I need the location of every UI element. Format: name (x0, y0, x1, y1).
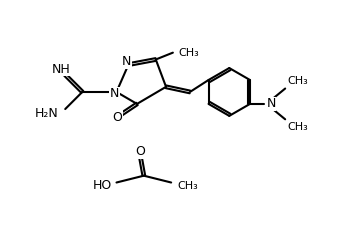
Text: N: N (266, 98, 276, 110)
Text: O: O (136, 145, 145, 158)
Text: NH: NH (52, 62, 70, 76)
Text: N: N (122, 55, 131, 68)
Text: HO: HO (93, 179, 112, 192)
Text: H₂N: H₂N (35, 107, 58, 120)
Text: CH₃: CH₃ (177, 181, 198, 191)
Text: O: O (112, 111, 122, 124)
Text: CH₃: CH₃ (178, 48, 199, 58)
Text: N: N (110, 87, 120, 100)
Text: CH₃: CH₃ (287, 76, 308, 86)
Text: CH₃: CH₃ (287, 122, 308, 132)
